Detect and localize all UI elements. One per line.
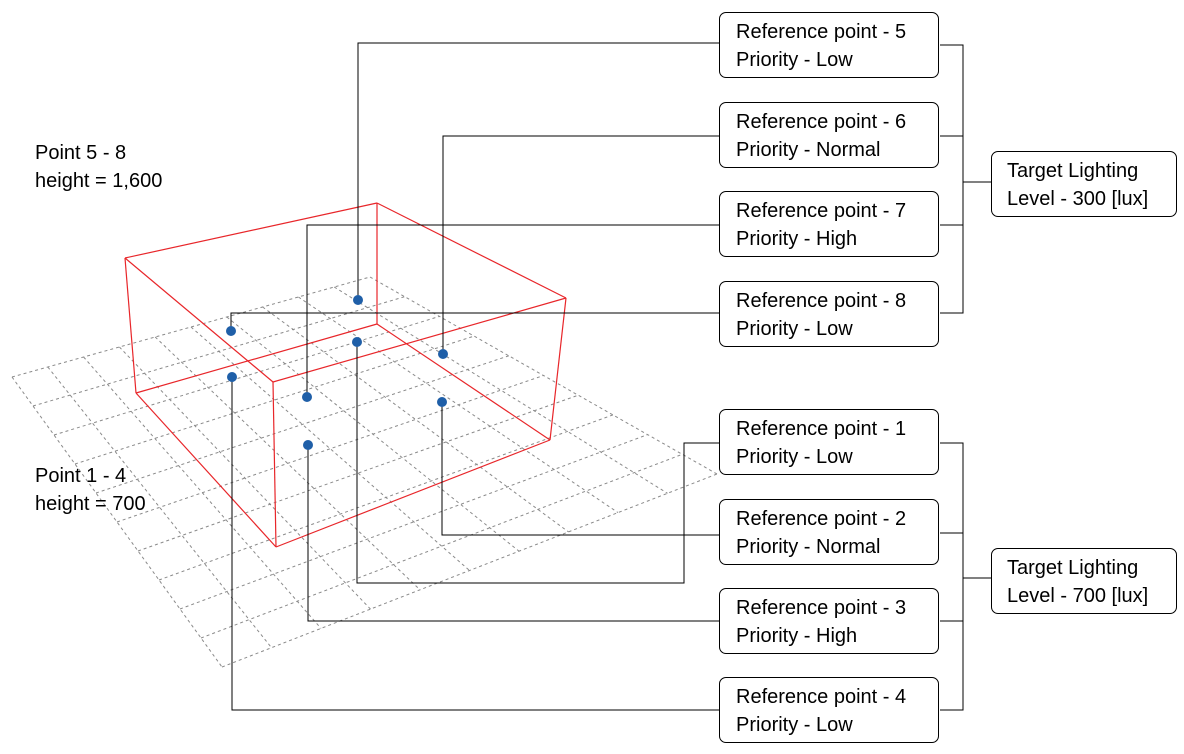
reference-point-1-marker [437,397,447,407]
reference-point-2-marker [352,337,362,347]
room-box-edge [124,202,378,259]
grid-line [137,394,579,552]
grid-line [200,453,683,639]
reference-point-name: Reference point - 5 [736,21,907,43]
reference-point-priority: Priority - Low [736,714,853,736]
reference-point-6-marker [438,349,448,359]
connector-line [356,342,719,584]
grid-line [179,434,648,610]
reference-point-name: Reference point - 2 [736,508,907,530]
grid-line [226,316,520,552]
room-box-edge [376,323,551,441]
grid-line [74,335,475,465]
grid-line [154,336,421,591]
room-box-edge [275,439,551,548]
grid-line [95,355,509,494]
reference-point-name: Reference point - 1 [736,418,907,440]
reference-point-1-box: Reference point - 1 Priority - Low [719,409,939,475]
room-box-edge [124,257,137,394]
reference-point-4-box: Reference point - 4 Priority - Low [719,677,939,743]
reference-point-priority: Priority - Normal [736,536,881,558]
connector-line [306,224,719,397]
room-box-edge [135,323,378,394]
grid-line [298,296,619,514]
room-box-edge [272,381,277,548]
reference-point-name: Reference point - 7 [736,200,907,222]
target-lighting-title: Target Lighting [1007,160,1139,182]
room-box [124,202,567,548]
grid-line [221,473,718,668]
connector-line [940,44,964,314]
grid-line [11,276,371,378]
reference-point-7-box: Reference point - 7 Priority - High [719,191,939,257]
reference-point-priority: Priority - High [736,228,858,250]
reference-point-5-box: Reference point - 5 Priority - Low [719,12,939,78]
connector-line [230,312,719,331]
reference-point-7-marker [302,392,312,402]
reference-points [226,295,448,450]
connector-lines [230,42,991,711]
connector-line [940,442,964,711]
target-lighting-level: Level - 700 [lux] [1007,585,1149,607]
grid-line [190,326,470,571]
room-box-edge [376,202,567,299]
grid-line [158,414,614,581]
room-box-edge [549,297,567,441]
upper-points-label: Point 5 - 8 height = 1,600 [35,139,162,195]
lower-points-label: Point 1 - 4 height = 700 [35,462,146,518]
reference-point-priority: Priority - Normal [736,139,881,161]
connector-line [441,402,719,536]
reference-point-8-box: Reference point - 8 Priority - Low [719,281,939,347]
reference-point-5-marker [353,295,363,305]
reference-point-priority: Priority - Low [736,446,853,468]
reference-point-name: Reference point - 4 [736,686,907,708]
reference-point-3-box: Reference point - 3 Priority - High [719,588,939,654]
lower-points-label-range: Point 1 - 4 [35,465,127,487]
grid-line [119,346,371,610]
reference-point-name: Reference point - 8 [736,290,907,312]
reference-point-8-marker [226,326,236,336]
upper-points-label-height: height = 1,600 [35,170,163,192]
target-lighting-level: Level - 300 [lux] [1007,188,1149,210]
room-box-edge [135,392,277,548]
reference-point-3-marker [303,440,313,450]
grid-line [333,286,668,494]
reference-point-2-box: Reference point - 2 Priority - Normal [719,499,939,565]
grid-line [369,276,718,475]
reference-point-priority: Priority - Low [736,49,853,71]
reference-point-6-box: Reference point - 6 Priority - Normal [719,102,939,168]
reference-point-priority: Priority - High [736,625,858,647]
room-box-edge [124,257,274,383]
connector-line [357,42,719,300]
reference-point-4-marker [227,372,237,382]
reference-point-name: Reference point - 6 [736,111,907,133]
connector-line [442,135,719,354]
connector-line [231,377,719,711]
upper-points-label-range: Point 5 - 8 [35,142,127,164]
reference-point-priority: Priority - Low [736,318,853,340]
room-box-edge [272,297,567,383]
floor-grid [11,276,718,668]
target-lighting-700-box: Target Lighting Level - 700 [lux] [991,548,1177,614]
target-lighting-title: Target Lighting [1007,557,1139,579]
reference-point-name: Reference point - 3 [736,597,907,619]
lower-points-label-height: height = 700 [35,493,146,515]
target-lighting-300-box: Target Lighting Level - 300 [lux] [991,151,1177,217]
grid-line [53,315,440,436]
connector-line [307,445,719,622]
grid-line [116,375,544,523]
